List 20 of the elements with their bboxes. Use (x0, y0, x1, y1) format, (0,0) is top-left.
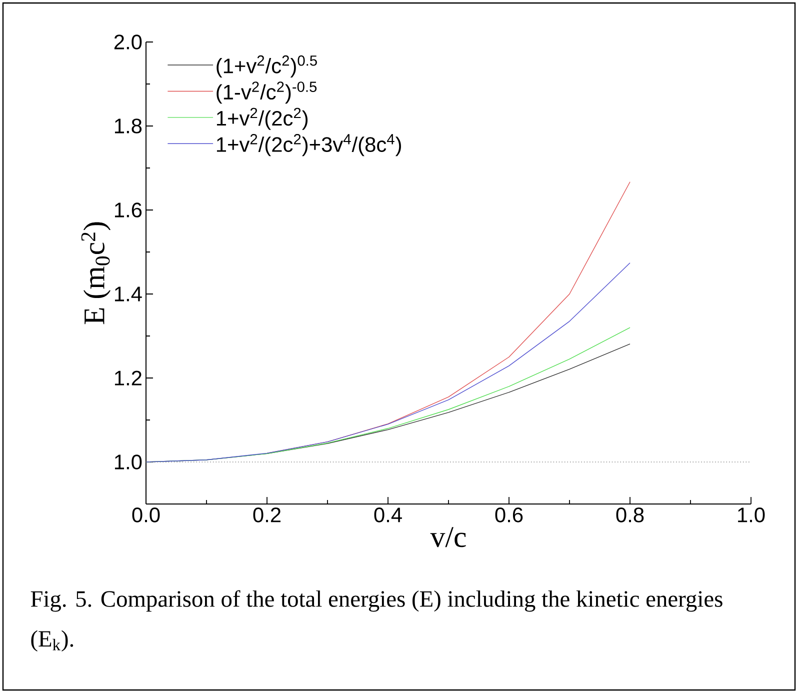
y-tick-label: 1.4 (114, 286, 142, 302)
line-series (146, 262, 630, 462)
x-tick-label: 0.6 (495, 508, 523, 522)
x-tick-label: 0.2 (253, 508, 280, 522)
x-axis-title: v/c (430, 527, 466, 548)
y-tick-label: 1.8 (114, 118, 142, 134)
y-tick-label: 1.6 (114, 202, 142, 218)
y-tick-label: 2.0 (114, 34, 142, 50)
legend-label: 1+v$^{2}$/(2c$^{2}$) (216, 108, 308, 130)
legend-label: (1+v$^{2}$/c$^{2}$)$^{0.5}$ (216, 55, 317, 78)
x-tick-label: 0.0 (132, 508, 160, 522)
legend-label: (1-v$^{2}$/c$^{2}$)$^{-0.5}$ (216, 82, 317, 104)
x-tick-label: 0.8 (616, 508, 644, 522)
y-tick-label: 1.0 (114, 454, 142, 470)
text: 1+v$^{2}$/(2c$^{2}$)+3v$^{4}$/(8c$^{4}$) (216, 134, 401, 156)
caption: Fig. 5. Comparison of the total energies (E) including the kinetic energies (E$_{k}$). (30, 590, 722, 652)
y-tick-label: 1.2 (114, 370, 142, 386)
y-axis-title: E (m$_{0}$c$^{2}$) (81, 222, 111, 324)
x-tick-label: 0.4 (374, 508, 402, 522)
x-tick-label: 1.0 (738, 508, 765, 522)
